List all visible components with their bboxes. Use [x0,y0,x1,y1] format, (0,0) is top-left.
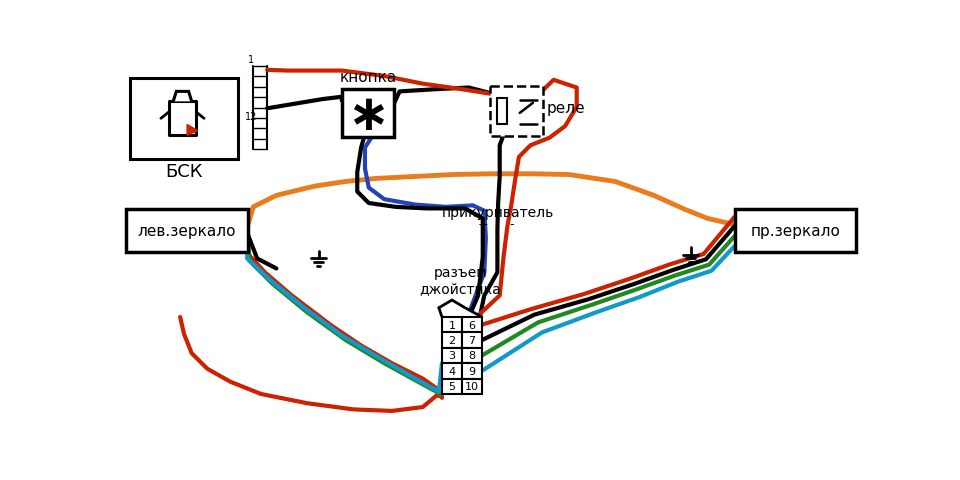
Text: 3: 3 [448,351,455,361]
Text: реле: реле [546,100,586,115]
Text: прикуриватель: прикуриватель [442,206,554,220]
Text: 6: 6 [468,320,475,330]
Bar [462,379,482,394]
Bar [169,102,197,136]
Bar [442,333,462,348]
Text: пр.зеркало: пр.зеркало [751,224,840,239]
Text: 12: 12 [245,111,257,121]
Bar [131,79,238,160]
Text: 5: 5 [448,382,455,392]
Bar [491,87,542,137]
Text: -: - [510,217,515,230]
Text: ∗: ∗ [348,92,389,140]
Text: кнопка: кнопка [340,70,396,84]
Text: БСК: БСК [165,162,203,180]
Bar [462,363,482,379]
Bar [442,363,462,379]
Text: 8: 8 [468,351,475,361]
Bar [342,90,395,137]
Polygon shape [439,300,482,317]
Polygon shape [187,125,198,136]
Text: 1: 1 [448,320,455,330]
Bar [442,379,462,394]
Bar [442,348,462,363]
Text: 2: 2 [448,336,456,346]
Polygon shape [173,92,192,102]
Text: 9: 9 [468,366,475,376]
Text: 7: 7 [468,336,475,346]
Bar [462,333,482,348]
Text: 4: 4 [448,366,456,376]
Bar [442,317,462,333]
Bar [734,210,856,253]
Text: разъем
джойстика: разъем джойстика [420,265,501,296]
Text: 1: 1 [248,55,254,65]
Text: 10: 10 [465,382,479,392]
Bar [462,317,482,333]
Text: +: + [477,217,488,230]
Bar [462,348,482,363]
Bar [127,210,248,253]
Text: лев.зеркало: лев.зеркало [138,224,236,239]
